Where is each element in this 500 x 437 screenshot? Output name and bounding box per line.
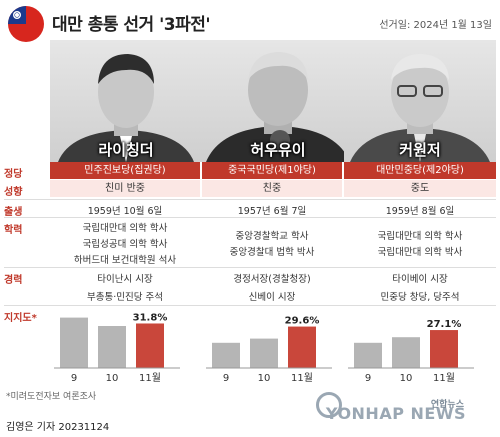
- career-item: 민중당 창당, 당주석: [380, 292, 460, 303]
- tick-label: 10: [400, 373, 413, 384]
- candidate-photo-1: 라이칭더: [50, 40, 202, 162]
- logo-main: YONHAP NEWS: [325, 404, 466, 423]
- education-item: 하버드대 보건대학원 석사: [73, 255, 177, 266]
- row-divider: [4, 199, 496, 200]
- education-item: 중앙경찰학교 학사: [235, 231, 309, 242]
- candidate-name-2: 허우유이: [250, 141, 306, 159]
- row-divider: [4, 267, 496, 268]
- leaning-cell-3: 중도: [344, 180, 496, 197]
- row-divider: [4, 305, 496, 306]
- education-item: 국립대만대 의학 학사: [377, 231, 463, 242]
- bar-9: [212, 342, 240, 368]
- tick-label: 11월: [139, 372, 161, 384]
- bar-9: [354, 342, 382, 368]
- tick-label: 10: [258, 373, 271, 384]
- education-item: 국립대만대 의학 학사: [82, 223, 168, 234]
- row-divider: [4, 217, 496, 218]
- tick-label: 9: [365, 373, 371, 384]
- bar-10: [392, 337, 420, 368]
- row-label-leaning: 성향: [4, 187, 23, 198]
- candidate-photo-3: 커원저: [344, 40, 496, 162]
- birth-cell-1: 1959년 10월 6일: [87, 206, 163, 217]
- leaning-cell-1: 친미 반중: [50, 180, 200, 197]
- tick-label: 9: [223, 373, 229, 384]
- tick-label: 9: [71, 373, 77, 384]
- birth-cell-2: 1957년 6월 7일: [237, 206, 307, 217]
- career-item: 타이난시 시장: [97, 274, 153, 285]
- leaning-cell-2: 친중: [202, 180, 342, 197]
- yonhap-logo-icon: [316, 392, 342, 418]
- birth-cell-3: 1959년 8월 6일: [385, 206, 455, 217]
- data-label: 27.1%: [427, 319, 462, 330]
- career-item: 부총통·민진당 주석: [87, 292, 163, 303]
- row-label-career: 경력: [4, 275, 23, 286]
- bar-11월: [288, 326, 316, 368]
- education-item: 국립성공대 의학 학사: [82, 239, 168, 250]
- career-item: 신베이 시장: [248, 292, 296, 303]
- row-label-birth: 출생: [4, 207, 23, 218]
- support-chart-2: 9 10 11월 29.6%: [206, 316, 332, 384]
- party-cell-3: 대만민중당(제2야당): [344, 162, 496, 179]
- data-label: 31.8%: [133, 312, 168, 323]
- bar-10: [98, 326, 126, 368]
- tick-label: 11월: [433, 372, 455, 384]
- bar-11월: [430, 330, 458, 368]
- party-cell-1: 민주진보당(집권당): [50, 162, 200, 179]
- logo-sub: 연합뉴스: [430, 400, 464, 410]
- candidate-photo-2: 허우유이: [202, 40, 354, 162]
- tick-label: 11월: [291, 372, 313, 384]
- portrait-icon: [58, 54, 194, 162]
- tick-label: 10: [106, 373, 119, 384]
- career-item: 타이베이 시장: [392, 274, 448, 285]
- row-label-support: 지지도*: [4, 313, 37, 324]
- bar-9: [60, 317, 88, 368]
- career-item: 경정서장(경찰청장): [233, 274, 311, 285]
- candidate-name-1: 라이칭더: [98, 141, 154, 159]
- portrait-icon: [350, 54, 490, 162]
- candidate-name-3: 커원저: [399, 141, 441, 159]
- bar-10: [250, 338, 278, 368]
- party-cell-2: 중국국민당(제1야당): [202, 162, 342, 179]
- portrait-icon: [206, 52, 350, 162]
- support-chart-3: 9 10 11월 27.1%: [348, 319, 474, 384]
- footnote: *미려도전자보 여론조사: [6, 392, 97, 402]
- row-label-education: 학력: [4, 225, 23, 236]
- row-label-party: 정당: [4, 169, 23, 180]
- bar-11월: [136, 323, 164, 368]
- education-item: 중앙경찰대 법학 박사: [229, 247, 315, 258]
- education-item: 국립대만대 의학 박사: [377, 247, 463, 258]
- data-label: 29.6%: [285, 316, 320, 327]
- taiwan-flag-icon: [8, 6, 44, 42]
- support-chart-1: 9 10 11월 31.8%: [54, 312, 180, 384]
- page-title: 대만 총통 선거 '3파전': [52, 15, 211, 35]
- election-date: 선거일: 2024년 1월 13일: [379, 20, 492, 31]
- byline: 김영은 기자 20231124: [6, 422, 110, 433]
